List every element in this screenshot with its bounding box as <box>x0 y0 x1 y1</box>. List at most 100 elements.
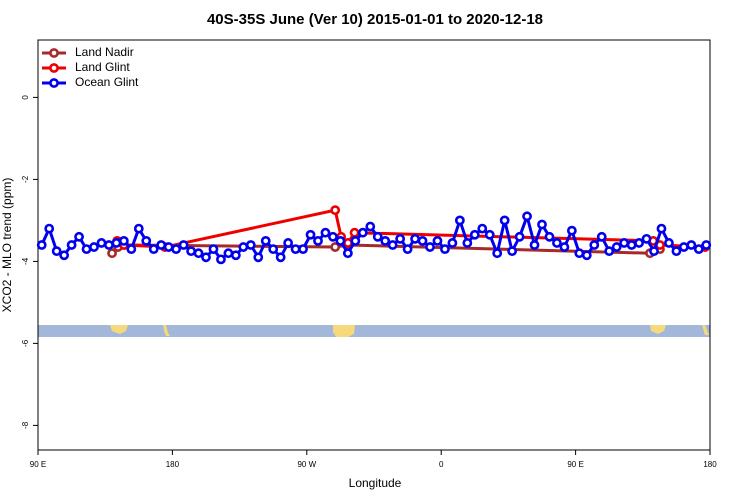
point <box>566 225 577 236</box>
map-strip <box>38 325 710 337</box>
point <box>171 244 182 254</box>
point <box>671 246 682 257</box>
point <box>163 242 174 252</box>
legend-label: Land Nadir <box>75 45 134 59</box>
x-tick-label: 0 <box>439 460 444 469</box>
point <box>611 242 622 252</box>
x-tick-label: 90 E <box>567 460 583 469</box>
point <box>320 227 331 238</box>
point <box>432 235 443 246</box>
point <box>604 246 615 257</box>
point <box>349 227 360 238</box>
point <box>664 238 674 248</box>
point <box>328 231 338 242</box>
point <box>402 244 413 254</box>
point <box>686 240 697 250</box>
point <box>626 240 637 250</box>
point <box>178 240 189 250</box>
point <box>417 235 428 246</box>
point <box>447 238 458 248</box>
point <box>342 248 353 259</box>
point <box>283 238 294 248</box>
point <box>477 223 488 234</box>
x-tick-label: 90 E <box>30 460 46 469</box>
point <box>107 248 117 259</box>
y-tick-label: 0 <box>21 95 30 100</box>
point <box>492 248 503 259</box>
point <box>156 240 167 250</box>
point <box>529 240 540 250</box>
point <box>133 223 144 234</box>
legend-label: Ocean Glint <box>75 75 139 89</box>
point <box>89 242 99 252</box>
point <box>440 244 450 254</box>
point <box>357 227 368 238</box>
point <box>313 235 323 246</box>
point <box>380 235 391 246</box>
y-tick-label: -4 <box>21 257 30 265</box>
point <box>372 231 383 242</box>
point <box>678 242 689 252</box>
point <box>148 244 159 254</box>
point <box>350 235 361 246</box>
point <box>507 246 518 257</box>
point <box>238 242 249 252</box>
point <box>216 254 226 265</box>
point <box>581 250 592 261</box>
point <box>537 219 547 230</box>
point <box>596 231 607 242</box>
point <box>208 244 219 254</box>
point <box>574 248 585 259</box>
point <box>454 215 465 226</box>
point <box>104 240 114 250</box>
point <box>66 240 77 250</box>
legend-marker <box>49 63 59 73</box>
point <box>462 238 473 248</box>
point <box>111 238 122 248</box>
point <box>245 240 256 250</box>
point <box>469 229 480 240</box>
point <box>201 252 211 263</box>
point <box>619 238 630 248</box>
point <box>522 211 532 222</box>
point <box>330 205 341 216</box>
point <box>253 252 264 263</box>
point <box>230 250 241 261</box>
point <box>365 221 376 232</box>
point <box>410 233 420 244</box>
point <box>141 235 152 246</box>
point <box>544 231 555 242</box>
legend-marker <box>49 48 59 58</box>
point <box>499 215 510 226</box>
point <box>693 244 704 254</box>
point <box>44 223 55 234</box>
point <box>96 238 107 248</box>
point <box>387 240 398 250</box>
y-tick-label: -8 <box>21 421 30 429</box>
y-tick-label: -2 <box>21 175 30 183</box>
point <box>36 240 47 250</box>
x-tick-label: 180 <box>703 460 717 469</box>
y-tick-label: -6 <box>21 339 30 347</box>
point <box>656 223 667 234</box>
point <box>74 231 84 242</box>
point <box>81 244 92 254</box>
point <box>126 244 137 254</box>
point <box>589 240 600 250</box>
point <box>118 235 129 246</box>
point <box>552 238 562 248</box>
point <box>186 246 196 257</box>
point <box>298 244 308 254</box>
point <box>290 244 301 254</box>
point <box>559 242 570 252</box>
legend-marker <box>49 78 59 88</box>
point <box>330 242 341 252</box>
point <box>335 235 346 246</box>
point <box>193 248 204 259</box>
point <box>223 248 234 259</box>
point <box>305 229 316 240</box>
point <box>701 240 712 250</box>
chart-title: 40S-35S June (Ver 10) 2015-01-01 to 2020… <box>207 11 543 28</box>
point <box>395 233 406 244</box>
